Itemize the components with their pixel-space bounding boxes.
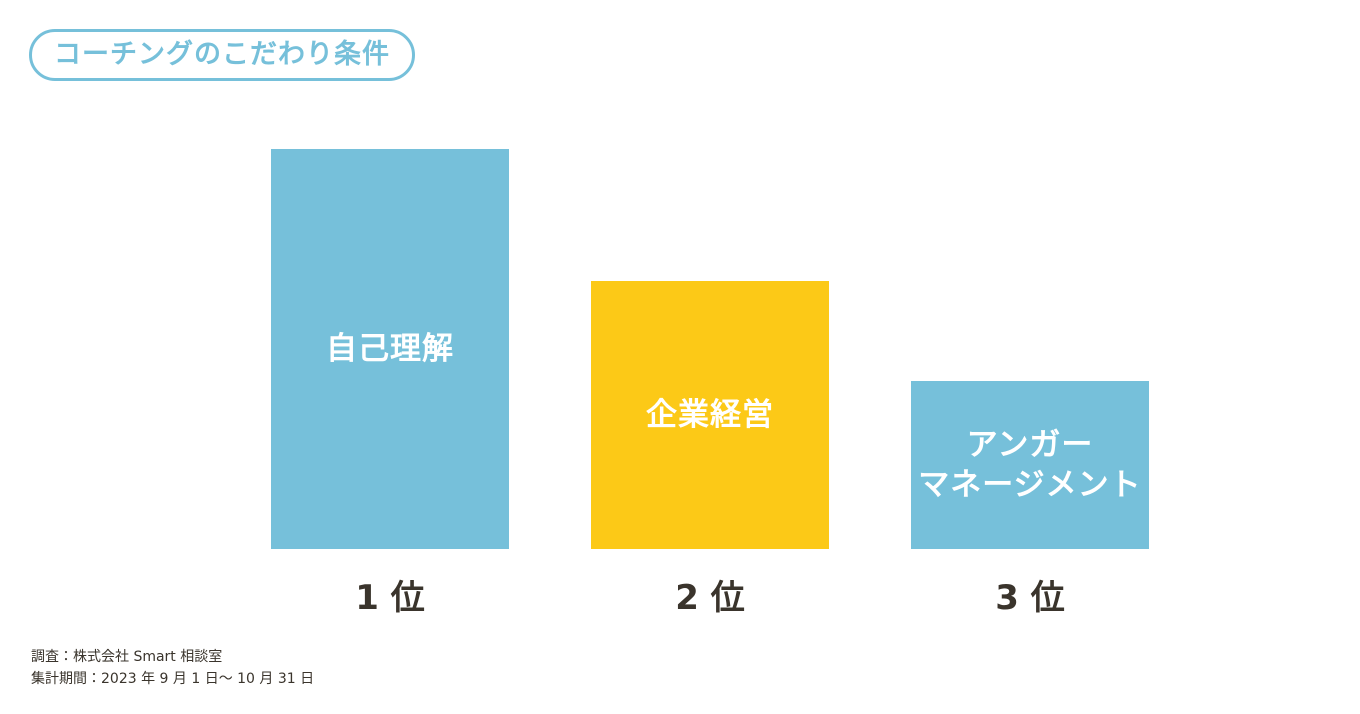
bar: 企業経営: [591, 281, 829, 549]
bar-label: アンガー マネージメント: [918, 427, 1142, 503]
source-note: 調査：株式会社 Smart 相談室: [31, 649, 223, 665]
bar: 自己理解: [271, 149, 509, 549]
x-tick-label: 3 位: [995, 578, 1065, 618]
bar-label: 自己理解: [326, 331, 454, 367]
x-tick-label: 1 位: [355, 578, 425, 618]
chart-title: コーチングのこだわり条件: [29, 29, 415, 81]
x-tick-label: 2 位: [675, 578, 745, 618]
period-note: 集計期間：2023 年 9 月 1 日〜 10 月 31 日: [31, 671, 315, 687]
bar: アンガー マネージメント: [911, 381, 1149, 549]
bar-label: 企業経営: [646, 397, 774, 433]
